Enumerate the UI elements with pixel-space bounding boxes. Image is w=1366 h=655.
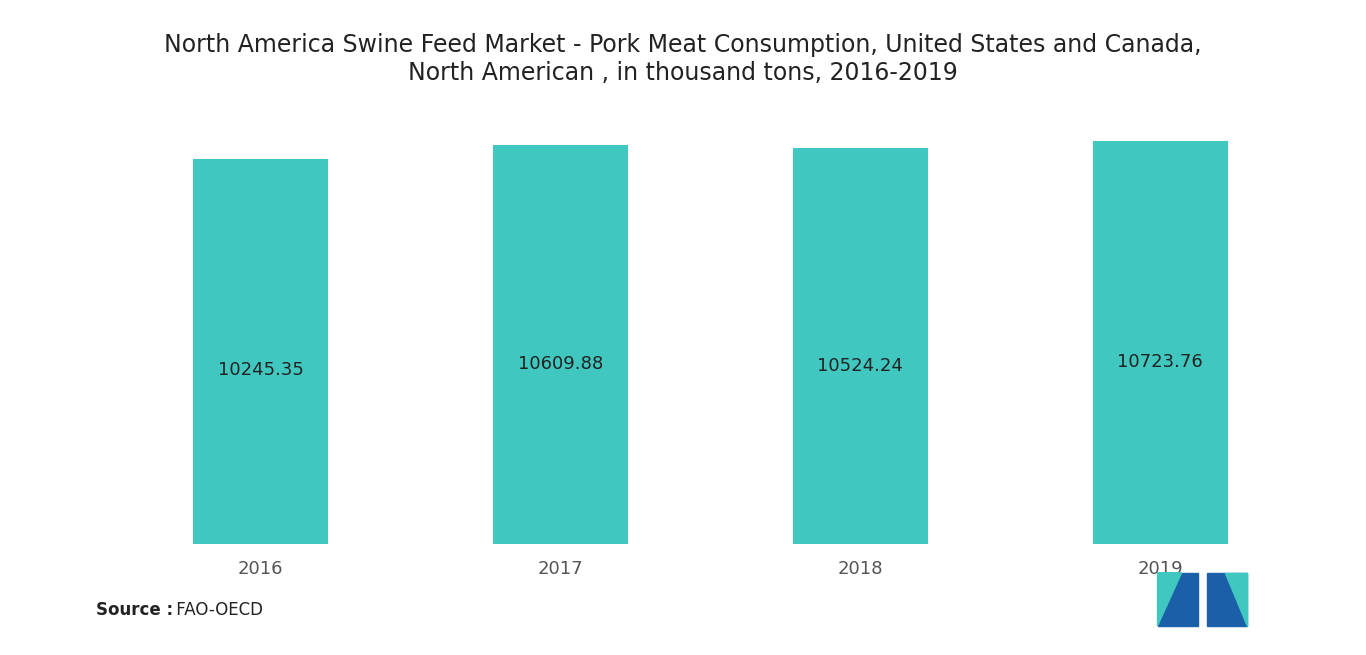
Polygon shape bbox=[1157, 572, 1182, 626]
Text: FAO-OECD: FAO-OECD bbox=[171, 601, 262, 619]
Polygon shape bbox=[1157, 572, 1198, 626]
Bar bbox=[493, 145, 628, 544]
Text: North America Swine Feed Market - Pork Meat Consumption, United States and Canad: North America Swine Feed Market - Pork M… bbox=[164, 33, 1202, 84]
Bar bbox=[193, 159, 328, 544]
Polygon shape bbox=[1225, 572, 1247, 626]
Bar bbox=[792, 148, 928, 544]
Text: Source :: Source : bbox=[96, 601, 172, 619]
Text: 10524.24: 10524.24 bbox=[817, 356, 903, 375]
Text: 10609.88: 10609.88 bbox=[518, 355, 602, 373]
Text: 10723.76: 10723.76 bbox=[1117, 353, 1203, 371]
Bar bbox=[1093, 141, 1228, 544]
Text: 10245.35: 10245.35 bbox=[217, 362, 303, 379]
Polygon shape bbox=[1206, 572, 1247, 626]
